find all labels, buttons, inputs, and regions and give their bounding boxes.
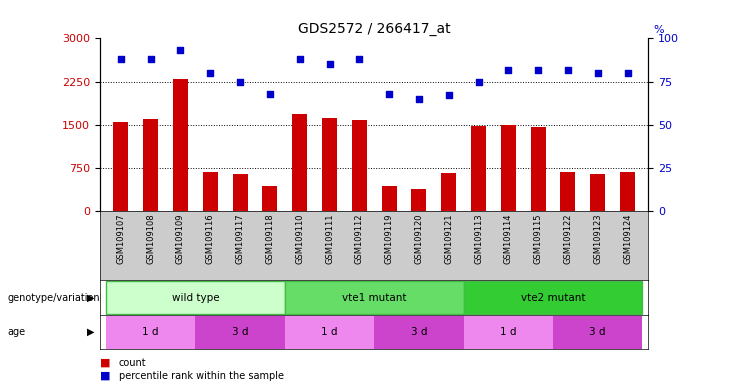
Text: vte2 mutant: vte2 mutant — [521, 293, 585, 303]
Text: GSM109111: GSM109111 — [325, 213, 334, 264]
Text: GSM109112: GSM109112 — [355, 213, 364, 264]
Bar — [322, 118, 337, 211]
Point — [144, 56, 156, 62]
Text: GSM109120: GSM109120 — [414, 213, 423, 264]
Bar — [173, 79, 188, 211]
Point — [502, 66, 514, 73]
Point — [532, 66, 544, 73]
Bar — [591, 174, 605, 211]
Text: GSM109124: GSM109124 — [623, 213, 632, 264]
Text: wild type: wild type — [172, 293, 219, 303]
Bar — [143, 119, 158, 211]
Point — [473, 79, 485, 85]
Text: 1 d: 1 d — [322, 327, 338, 337]
Bar — [464, 281, 642, 314]
Bar — [560, 172, 575, 211]
Text: GSM109116: GSM109116 — [206, 213, 215, 264]
Text: GSM109107: GSM109107 — [116, 213, 125, 264]
Bar — [620, 172, 635, 211]
Point — [562, 66, 574, 73]
Text: %: % — [654, 25, 665, 35]
Point — [264, 91, 276, 97]
Bar — [203, 172, 218, 211]
Text: 3 d: 3 d — [232, 327, 248, 337]
Bar — [531, 127, 545, 211]
Point — [383, 91, 395, 97]
Point — [175, 47, 187, 53]
Title: GDS2572 / 266417_at: GDS2572 / 266417_at — [298, 22, 451, 36]
Bar — [374, 316, 464, 349]
Point — [622, 70, 634, 76]
Point — [443, 92, 455, 98]
Text: GSM109117: GSM109117 — [236, 213, 245, 264]
Text: GSM109108: GSM109108 — [146, 213, 155, 264]
Bar — [196, 316, 285, 349]
Text: 3 d: 3 d — [589, 327, 606, 337]
Bar — [501, 125, 516, 211]
Text: vte1 mutant: vte1 mutant — [342, 293, 407, 303]
Text: count: count — [119, 358, 146, 368]
Text: 1 d: 1 d — [142, 327, 159, 337]
Text: GSM109115: GSM109115 — [534, 213, 542, 264]
Bar — [113, 122, 128, 211]
Text: ▶: ▶ — [87, 327, 94, 337]
Point — [234, 79, 246, 85]
Point — [592, 70, 604, 76]
Bar — [352, 120, 367, 211]
Bar — [553, 316, 642, 349]
Text: GSM109121: GSM109121 — [444, 213, 453, 264]
Text: GSM109113: GSM109113 — [474, 213, 483, 264]
Text: ■: ■ — [100, 371, 110, 381]
Point — [353, 56, 365, 62]
Text: GSM109110: GSM109110 — [295, 213, 305, 264]
Point — [293, 56, 305, 62]
Text: percentile rank within the sample: percentile rank within the sample — [119, 371, 284, 381]
Bar — [464, 316, 553, 349]
Bar — [471, 126, 486, 211]
Point — [205, 70, 216, 76]
Text: GSM109122: GSM109122 — [563, 213, 572, 264]
Text: GSM109123: GSM109123 — [594, 213, 602, 264]
Point — [324, 61, 336, 68]
Text: GSM109119: GSM109119 — [385, 213, 393, 264]
Bar — [262, 187, 277, 211]
Bar — [382, 187, 396, 211]
Bar — [292, 114, 308, 211]
Bar — [285, 316, 374, 349]
Text: GSM109109: GSM109109 — [176, 213, 185, 264]
Bar — [106, 316, 196, 349]
Text: GSM109114: GSM109114 — [504, 213, 513, 264]
Point — [413, 96, 425, 102]
Text: GSM109118: GSM109118 — [265, 213, 274, 264]
Point — [115, 56, 127, 62]
Text: genotype/variation: genotype/variation — [7, 293, 100, 303]
Bar — [285, 281, 464, 314]
Bar — [411, 189, 426, 211]
Text: age: age — [7, 327, 25, 337]
Bar — [441, 173, 456, 211]
Bar — [233, 174, 247, 211]
Text: 3 d: 3 d — [411, 327, 427, 337]
Text: ▶: ▶ — [87, 293, 94, 303]
Text: ■: ■ — [100, 358, 110, 368]
Bar — [106, 281, 285, 314]
Text: 1 d: 1 d — [500, 327, 516, 337]
